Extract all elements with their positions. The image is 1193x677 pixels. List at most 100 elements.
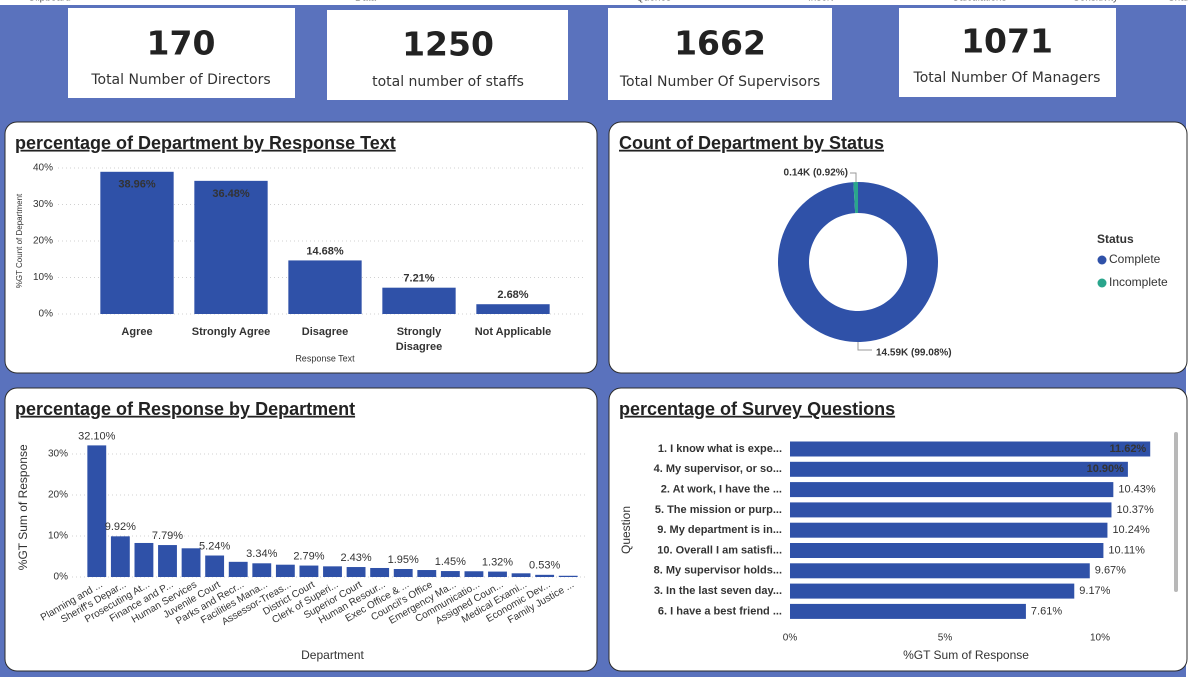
bar bbox=[535, 574, 555, 577]
data-label: 1.32% bbox=[482, 556, 513, 568]
y-tick-label: 9. My department is in... bbox=[657, 524, 782, 536]
data-label: 7.61% bbox=[1031, 605, 1062, 617]
card-label: Total Number of Directors bbox=[90, 72, 270, 88]
bar bbox=[393, 569, 413, 577]
ribbon: Clipboard Data Queries Insert Calculatio… bbox=[28, 0, 1190, 4]
ribbon-label[interactable]: Queries bbox=[636, 0, 671, 4]
y-tick-label: 20% bbox=[48, 490, 68, 501]
card-value: 1250 bbox=[402, 25, 494, 64]
y-tick-label: 3. In the last seven day... bbox=[654, 585, 782, 597]
y-tick-label: 30% bbox=[33, 199, 53, 210]
card-value: 170 bbox=[147, 24, 216, 63]
bar bbox=[511, 573, 531, 577]
data-label: 2.79% bbox=[293, 550, 324, 562]
kpi-card: 1071 Total Number Of Managers bbox=[899, 8, 1116, 97]
x-tick-label: Disagree bbox=[302, 326, 348, 338]
x-tick-label: Agree bbox=[121, 326, 152, 338]
y-tick-label: 10. Overall I am satisfi... bbox=[657, 544, 782, 556]
data-label: 9.67% bbox=[1095, 565, 1126, 577]
y-tick-label: 8. My supervisor holds... bbox=[654, 565, 782, 577]
bar bbox=[790, 543, 1104, 558]
x-axis-label: %GT Sum of Response bbox=[903, 648, 1029, 662]
card-value: 1662 bbox=[674, 24, 766, 63]
bar bbox=[382, 287, 456, 314]
bar bbox=[110, 536, 130, 577]
x-tick-label: Not Applicable bbox=[475, 326, 552, 338]
bar bbox=[790, 441, 1151, 457]
bar bbox=[181, 548, 201, 577]
bar bbox=[464, 571, 484, 577]
bar bbox=[299, 565, 319, 577]
chart-title: percentage of Department by Response Tex… bbox=[15, 133, 396, 153]
data-label: 10.24% bbox=[1112, 524, 1150, 536]
data-label: 2.68% bbox=[497, 289, 528, 301]
data-label: 5.24% bbox=[199, 540, 230, 552]
legend-marker bbox=[1097, 278, 1107, 288]
panel bbox=[4, 387, 598, 672]
kpi-card: 1250 total number of staffs bbox=[327, 10, 568, 100]
data-label: 3.34% bbox=[246, 548, 277, 560]
ribbon-label[interactable]: Shar bbox=[1168, 0, 1190, 4]
bar bbox=[440, 571, 460, 577]
chart-title: percentage of Response by Department bbox=[15, 399, 355, 419]
data-label: 14.68% bbox=[306, 245, 344, 257]
donut-slice bbox=[777, 182, 938, 342]
bar bbox=[790, 603, 1026, 619]
x-tick-label: Strongly Disagree bbox=[396, 326, 442, 353]
bar bbox=[87, 445, 107, 577]
x-tick-label: Strongly Agree bbox=[192, 326, 270, 338]
kpi-card: 1662 Total Number Of Supervisors bbox=[608, 8, 832, 100]
data-label: 9.92% bbox=[105, 521, 136, 533]
bar bbox=[134, 542, 154, 577]
data-label: 10.11% bbox=[1108, 544, 1145, 556]
chart-title: percentage of Survey Questions bbox=[619, 399, 895, 419]
ribbon-label[interactable]: Calculations bbox=[952, 0, 1006, 4]
chart-title: Count of Department by Status bbox=[619, 133, 884, 153]
y-axis-label: %GT Sum of Response bbox=[16, 444, 30, 570]
ribbon-label[interactable]: Insert bbox=[808, 0, 833, 4]
y-tick-label: 1. I know what is expe... bbox=[658, 443, 782, 455]
data-label: 0.53% bbox=[529, 560, 560, 572]
card-label: Total Number Of Supervisors bbox=[619, 74, 820, 90]
data-label: 2.43% bbox=[340, 552, 371, 564]
bar bbox=[288, 260, 362, 314]
leader-line bbox=[850, 172, 857, 183]
legend-label: Complete bbox=[1109, 252, 1161, 266]
card-label: total number of staffs bbox=[372, 74, 524, 90]
data-label: 32.10% bbox=[78, 430, 116, 442]
ribbon-label[interactable]: Sensitivity bbox=[1073, 0, 1118, 4]
bar bbox=[476, 304, 550, 314]
bar bbox=[558, 575, 578, 577]
bar bbox=[790, 522, 1108, 538]
y-tick-label: 10% bbox=[33, 272, 53, 283]
data-label: 7.21% bbox=[403, 273, 434, 285]
bar bbox=[275, 564, 295, 577]
x-tick-label: 0% bbox=[783, 633, 798, 644]
ribbon-label[interactable]: Data bbox=[355, 0, 377, 4]
bar bbox=[790, 583, 1075, 599]
card-value: 1071 bbox=[961, 22, 1053, 61]
y-tick-label: 10% bbox=[48, 531, 68, 542]
ribbon-label[interactable]: Clipboard bbox=[28, 0, 71, 4]
bar bbox=[790, 563, 1090, 579]
legend-title: Status bbox=[1097, 232, 1134, 246]
bar bbox=[158, 545, 177, 577]
bar bbox=[252, 563, 272, 577]
data-label: 1.45% bbox=[435, 556, 466, 568]
data-label: 11.62% bbox=[1110, 443, 1147, 455]
y-tick-label: 40% bbox=[33, 163, 53, 174]
x-tick-label: 5% bbox=[938, 633, 953, 644]
window-edge bbox=[1186, 0, 1193, 677]
y-tick-label: 6. I have a best friend ... bbox=[658, 605, 782, 617]
card-bg bbox=[608, 8, 832, 100]
bar bbox=[790, 502, 1112, 518]
leader-line bbox=[857, 342, 872, 351]
x-axis-label: Department bbox=[301, 648, 364, 662]
bar bbox=[488, 571, 507, 577]
data-label: 7.79% bbox=[152, 530, 183, 542]
bar bbox=[323, 566, 342, 577]
data-label: 36.48% bbox=[212, 188, 250, 200]
bar bbox=[346, 567, 366, 577]
